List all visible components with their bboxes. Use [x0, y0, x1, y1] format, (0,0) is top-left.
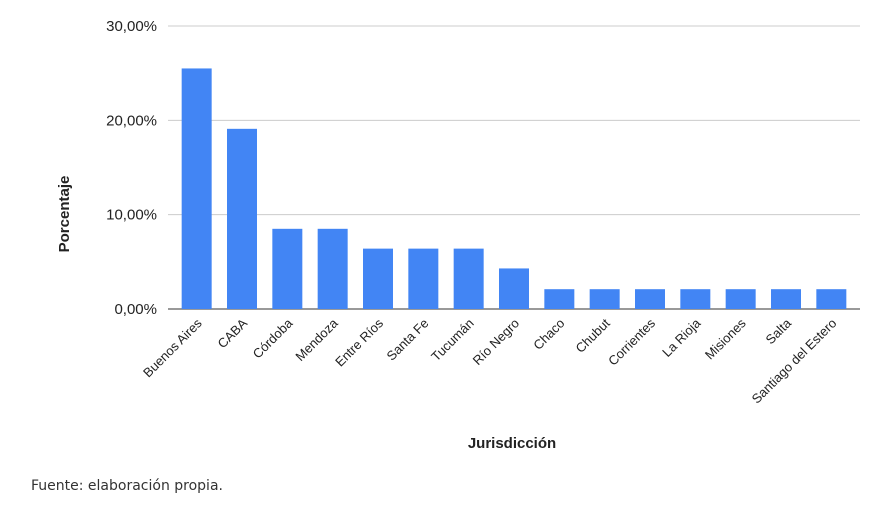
x-tick-label: Corrientes [605, 315, 658, 368]
x-tick-label: Santiago del Estero [749, 316, 840, 407]
y-tick-label: 20,00% [106, 112, 157, 129]
bar-mendoza [317, 228, 348, 309]
y-tick-label: 10,00% [106, 207, 157, 224]
x-tick-label: CABA [214, 315, 250, 351]
x-tick-label: Misiones [702, 315, 749, 362]
x-tick-label: Buenos Aires [140, 315, 205, 380]
x-tick-label: Río Negro [470, 316, 523, 369]
bar-entre-ríos [363, 248, 393, 309]
bar-tucumán [453, 248, 484, 309]
bar-chaco [544, 289, 575, 309]
x-tick-label: Chaco [530, 316, 567, 353]
bar-río-negro [499, 268, 529, 309]
bar-salta [771, 289, 801, 309]
x-tick-label: Santa Fe [384, 316, 432, 364]
y-tick-label: 0,00% [114, 301, 157, 318]
bar-buenos-aires [181, 68, 212, 309]
source-caption: Fuente: elaboración propia. [31, 478, 223, 494]
x-tick-label: Chubut [573, 315, 614, 356]
bar-la-rioja [680, 289, 711, 309]
x-tick-label: Salta [763, 315, 795, 347]
bar-santa-fe [408, 248, 439, 309]
bar-chart: 0,00%10,00%20,00%30,00%Buenos Aires CABA C… [56, 18, 860, 452]
bar-caba [227, 128, 257, 309]
y-axis-title: Porcentaje [56, 176, 73, 253]
x-tick-label: Córdoba [250, 315, 296, 361]
x-tick-label: La Rioja [659, 315, 704, 360]
x-tick-label: Entre Ríos [332, 315, 386, 369]
x-axis-title: Jurisdicción [468, 435, 556, 452]
bar-misiones [725, 289, 756, 309]
bar-chubut [589, 289, 620, 309]
bar-corrientes [635, 289, 665, 309]
bar-córdoba [272, 228, 303, 309]
y-tick-label: 30,00% [106, 18, 157, 35]
bar-santiago-del-estero [816, 289, 847, 309]
